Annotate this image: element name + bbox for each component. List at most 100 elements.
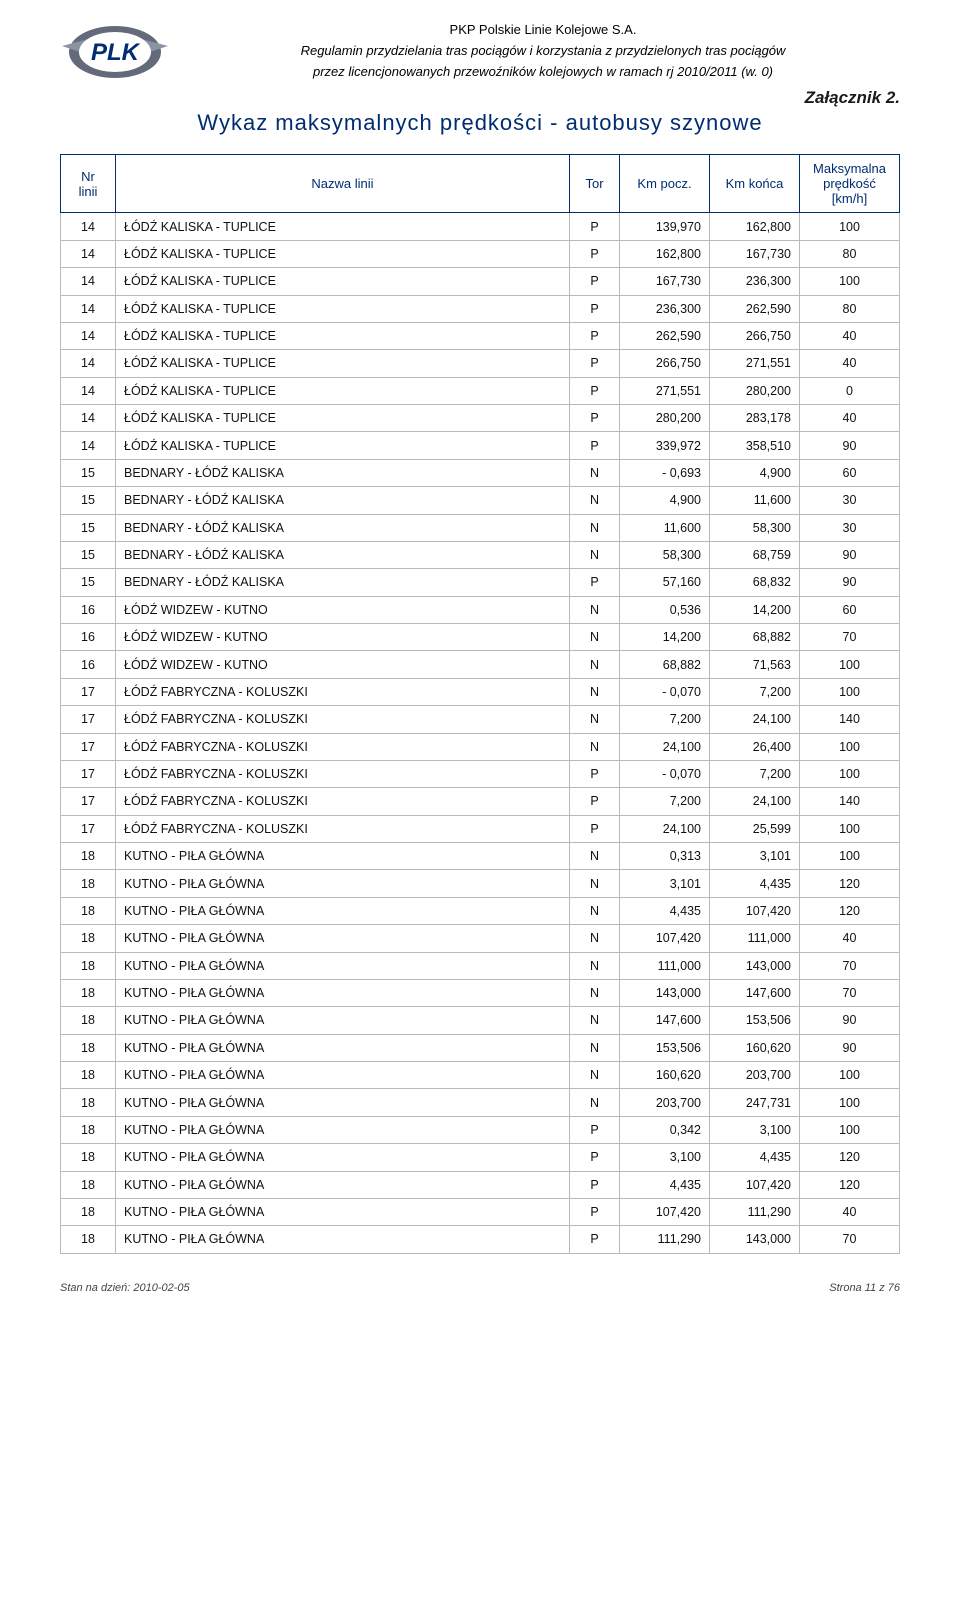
cell-vmax: 100 [800, 843, 900, 870]
cell-km-pocz: 14,200 [620, 624, 710, 651]
cell-km-pocz: 4,435 [620, 1171, 710, 1198]
table-row: 16ŁÓDŹ WIDZEW - KUTNON14,20068,88270 [61, 624, 900, 651]
cell-tor: P [570, 788, 620, 815]
table-row: 18KUTNO - PIŁA GŁÓWNAN4,435107,420120 [61, 897, 900, 924]
cell-km-konca: 58,300 [710, 514, 800, 541]
cell-vmax: 40 [800, 925, 900, 952]
cell-km-konca: 68,882 [710, 624, 800, 651]
cell-nr: 14 [61, 432, 116, 459]
cell-tor: N [570, 1089, 620, 1116]
cell-nazwa: BEDNARY - ŁÓDŹ KALISKA [116, 459, 570, 486]
table-row: 18KUTNO - PIŁA GŁÓWNAN203,700247,731100 [61, 1089, 900, 1116]
cell-nazwa: KUTNO - PIŁA GŁÓWNA [116, 1171, 570, 1198]
cell-km-pocz: 266,750 [620, 350, 710, 377]
table-row: 17ŁÓDŹ FABRYCZNA - KOLUSZKIP- 0,0707,200… [61, 760, 900, 787]
cell-vmax: 100 [800, 760, 900, 787]
cell-km-konca: 153,506 [710, 1007, 800, 1034]
cell-tor: N [570, 678, 620, 705]
cell-nazwa: ŁÓDŹ KALISKA - TUPLICE [116, 350, 570, 377]
cell-nr: 18 [61, 1007, 116, 1034]
cell-km-konca: 107,420 [710, 897, 800, 924]
cell-nazwa: BEDNARY - ŁÓDŹ KALISKA [116, 541, 570, 568]
cell-vmax: 100 [800, 1089, 900, 1116]
page-title: Wykaz maksymalnych prędkości - autobusy … [60, 110, 900, 136]
cell-nr: 18 [61, 1226, 116, 1253]
table-row: 15BEDNARY - ŁÓDŹ KALISKAN4,90011,60030 [61, 487, 900, 514]
cell-vmax: 40 [800, 1198, 900, 1225]
table-row: 17ŁÓDŹ FABRYCZNA - KOLUSZKIP7,20024,1001… [61, 788, 900, 815]
table-row: 15BEDNARY - ŁÓDŹ KALISKAN- 0,6934,90060 [61, 459, 900, 486]
cell-vmax: 120 [800, 897, 900, 924]
cell-tor: P [570, 213, 620, 240]
cell-nazwa: ŁÓDŹ FABRYCZNA - KOLUSZKI [116, 678, 570, 705]
cell-nazwa: ŁÓDŹ KALISKA - TUPLICE [116, 213, 570, 240]
cell-vmax: 90 [800, 432, 900, 459]
cell-nazwa: BEDNARY - ŁÓDŹ KALISKA [116, 487, 570, 514]
cell-km-konca: 25,599 [710, 815, 800, 842]
cell-nazwa: KUTNO - PIŁA GŁÓWNA [116, 979, 570, 1006]
cell-vmax: 140 [800, 706, 900, 733]
cell-km-konca: 283,178 [710, 405, 800, 432]
cell-tor: P [570, 1171, 620, 1198]
table-row: 18KUTNO - PIŁA GŁÓWNAN143,000147,60070 [61, 979, 900, 1006]
cell-km-pocz: 167,730 [620, 268, 710, 295]
cell-nazwa: ŁÓDŹ WIDZEW - KUTNO [116, 596, 570, 623]
cell-vmax: 40 [800, 322, 900, 349]
cell-nr: 18 [61, 1089, 116, 1116]
cell-nr: 14 [61, 295, 116, 322]
cell-nazwa: ŁÓDŹ KALISKA - TUPLICE [116, 322, 570, 349]
cell-nazwa: ŁÓDŹ KALISKA - TUPLICE [116, 405, 570, 432]
table-row: 14ŁÓDŹ KALISKA - TUPLICEP280,200283,1784… [61, 405, 900, 432]
table-row: 15BEDNARY - ŁÓDŹ KALISKAN58,30068,75990 [61, 541, 900, 568]
cell-nr: 18 [61, 1034, 116, 1061]
cell-tor: N [570, 514, 620, 541]
cell-tor: P [570, 350, 620, 377]
cell-km-konca: 4,435 [710, 1144, 800, 1171]
plk-logo-icon: PLK [60, 20, 170, 82]
cell-vmax: 40 [800, 405, 900, 432]
cell-km-pocz: - 0,070 [620, 760, 710, 787]
page-footer: Stan na dzień: 2010-02-05 Strona 11 z 76 [60, 1282, 900, 1294]
cell-nazwa: ŁÓDŹ KALISKA - TUPLICE [116, 240, 570, 267]
cell-tor: P [570, 405, 620, 432]
cell-km-pocz: 68,882 [620, 651, 710, 678]
cell-km-pocz: 236,300 [620, 295, 710, 322]
col-header-nr: Nrlinii [61, 155, 116, 213]
cell-vmax: 70 [800, 624, 900, 651]
cell-km-konca: 107,420 [710, 1171, 800, 1198]
table-row: 18KUTNO - PIŁA GŁÓWNAP4,435107,420120 [61, 1171, 900, 1198]
cell-nr: 18 [61, 1198, 116, 1225]
cell-km-pocz: 111,290 [620, 1226, 710, 1253]
cell-km-pocz: 107,420 [620, 925, 710, 952]
cell-km-pocz: 271,551 [620, 377, 710, 404]
table-row: 14ŁÓDŹ KALISKA - TUPLICEP339,972358,5109… [61, 432, 900, 459]
table-row: 18KUTNO - PIŁA GŁÓWNAN153,506160,62090 [61, 1034, 900, 1061]
cell-tor: N [570, 1062, 620, 1089]
table-row: 17ŁÓDŹ FABRYCZNA - KOLUSZKIP24,10025,599… [61, 815, 900, 842]
cell-vmax: 100 [800, 1062, 900, 1089]
cell-km-konca: 111,000 [710, 925, 800, 952]
cell-nr: 18 [61, 925, 116, 952]
cell-nazwa: KUTNO - PIŁA GŁÓWNA [116, 897, 570, 924]
cell-tor: P [570, 1198, 620, 1225]
table-row: 18KUTNO - PIŁA GŁÓWNAN107,420111,00040 [61, 925, 900, 952]
cell-nr: 18 [61, 1062, 116, 1089]
table-row: 15BEDNARY - ŁÓDŹ KALISKAP57,16068,83290 [61, 569, 900, 596]
col-header-tor: Tor [570, 155, 620, 213]
cell-tor: P [570, 1226, 620, 1253]
cell-km-konca: 4,900 [710, 459, 800, 486]
cell-nazwa: KUTNO - PIŁA GŁÓWNA [116, 925, 570, 952]
cell-tor: P [570, 569, 620, 596]
cell-nazwa: ŁÓDŹ FABRYCZNA - KOLUSZKI [116, 760, 570, 787]
cell-km-pocz: 139,970 [620, 213, 710, 240]
cell-vmax: 90 [800, 569, 900, 596]
cell-tor: N [570, 843, 620, 870]
cell-vmax: 30 [800, 487, 900, 514]
cell-km-pocz: 107,420 [620, 1198, 710, 1225]
cell-km-konca: 24,100 [710, 788, 800, 815]
cell-tor: N [570, 596, 620, 623]
cell-tor: N [570, 651, 620, 678]
cell-km-konca: 236,300 [710, 268, 800, 295]
cell-nr: 14 [61, 377, 116, 404]
cell-tor: P [570, 1116, 620, 1143]
